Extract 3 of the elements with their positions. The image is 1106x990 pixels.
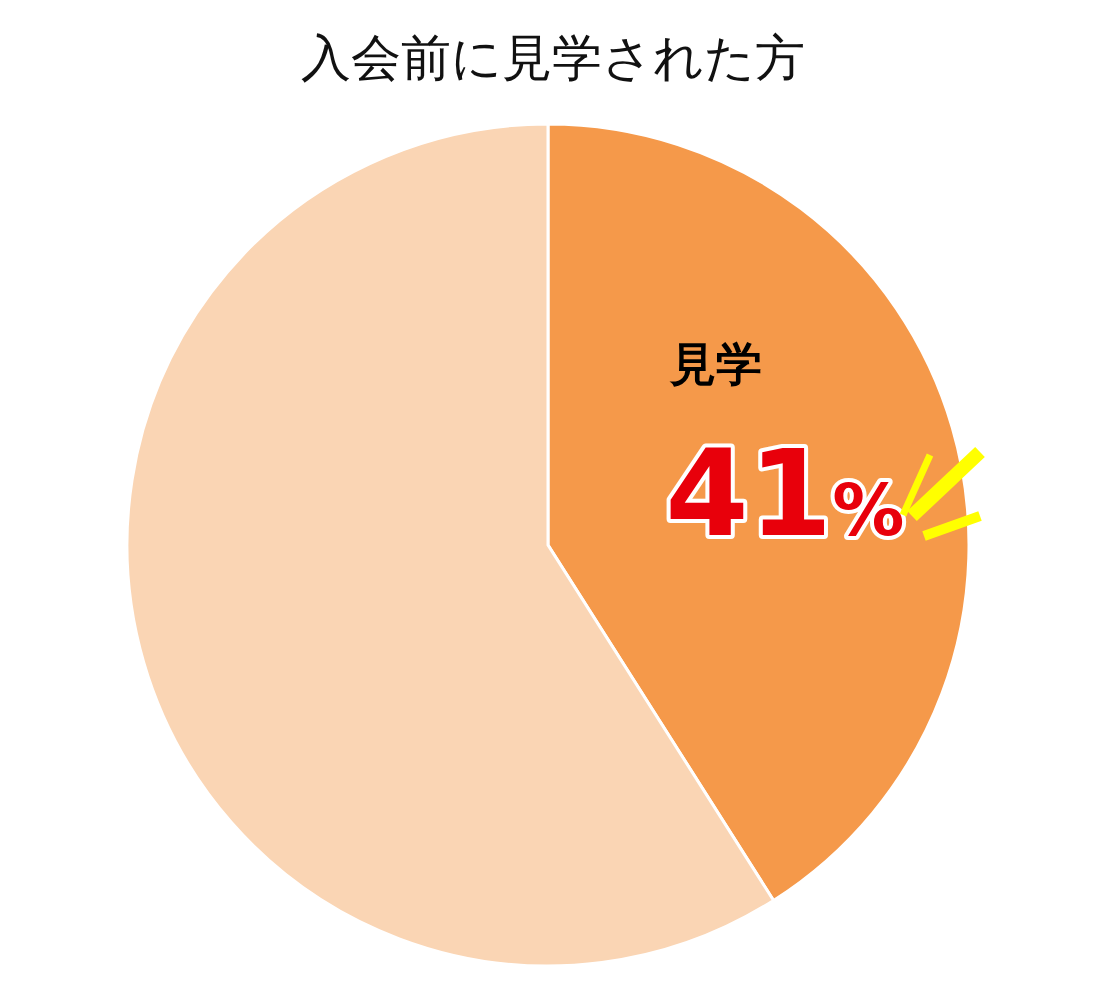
- slice-label: 見学: [669, 337, 763, 392]
- chart-title: 入会前に見学された方: [301, 29, 805, 87]
- data-label: 41%: [665, 424, 905, 564]
